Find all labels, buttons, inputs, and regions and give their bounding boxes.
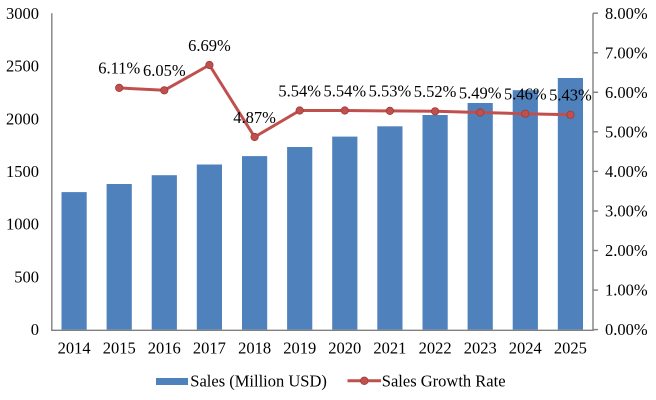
svg-text:1500: 1500 xyxy=(6,162,39,181)
svg-text:1.00%: 1.00% xyxy=(605,281,648,300)
svg-text:5.54%: 5.54% xyxy=(278,81,321,100)
svg-text:2020: 2020 xyxy=(328,339,361,358)
svg-text:6.11%: 6.11% xyxy=(98,59,140,78)
svg-text:2025: 2025 xyxy=(554,339,587,358)
svg-text:8.00%: 8.00% xyxy=(605,4,648,23)
svg-text:2015: 2015 xyxy=(103,339,136,358)
svg-text:2022: 2022 xyxy=(419,339,452,358)
svg-text:5.46%: 5.46% xyxy=(504,85,547,104)
svg-text:3.00%: 3.00% xyxy=(605,202,648,221)
svg-text:2019: 2019 xyxy=(283,339,316,358)
svg-text:Sales (Million USD): Sales (Million USD) xyxy=(190,372,327,391)
svg-text:2018: 2018 xyxy=(238,339,271,358)
svg-text:7.00%: 7.00% xyxy=(605,43,648,62)
svg-text:6.69%: 6.69% xyxy=(188,36,231,55)
svg-text:5.43%: 5.43% xyxy=(549,86,592,105)
svg-text:5.00%: 5.00% xyxy=(605,122,648,141)
svg-text:Sales Growth Rate: Sales Growth Rate xyxy=(382,372,506,391)
svg-text:2014: 2014 xyxy=(58,339,91,358)
svg-text:5.54%: 5.54% xyxy=(323,81,366,100)
svg-text:2023: 2023 xyxy=(464,339,497,358)
svg-text:2.00%: 2.00% xyxy=(605,241,648,260)
svg-text:3000: 3000 xyxy=(6,4,39,23)
svg-text:6.00%: 6.00% xyxy=(605,83,648,102)
svg-text:2024: 2024 xyxy=(509,339,542,358)
svg-text:2021: 2021 xyxy=(373,339,406,358)
svg-text:4.00%: 4.00% xyxy=(605,162,648,181)
svg-text:2016: 2016 xyxy=(148,339,181,358)
svg-text:2000: 2000 xyxy=(6,109,39,128)
svg-text:5.52%: 5.52% xyxy=(414,82,457,101)
svg-text:0: 0 xyxy=(31,320,39,339)
svg-text:1000: 1000 xyxy=(6,215,39,234)
svg-text:5.49%: 5.49% xyxy=(459,83,502,102)
svg-text:2017: 2017 xyxy=(193,339,226,358)
svg-text:0.00%: 0.00% xyxy=(605,320,648,339)
svg-text:2500: 2500 xyxy=(6,57,39,76)
svg-text:4.87%: 4.87% xyxy=(233,108,276,127)
svg-text:6.05%: 6.05% xyxy=(143,61,186,80)
svg-text:5.53%: 5.53% xyxy=(369,82,412,101)
svg-text:500: 500 xyxy=(14,268,39,287)
